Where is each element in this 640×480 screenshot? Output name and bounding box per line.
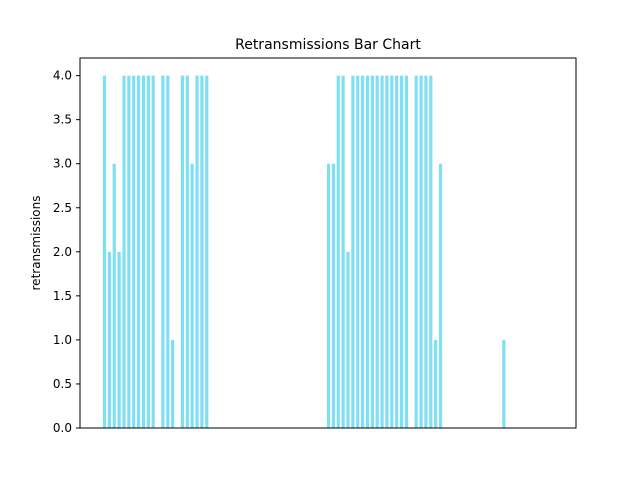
- bar: [385, 75, 389, 429]
- bar: [390, 75, 394, 429]
- bar: [166, 75, 170, 429]
- bar: [336, 75, 340, 429]
- bar: [195, 75, 199, 429]
- bar: [102, 75, 107, 429]
- y-tick-label: 3.5: [53, 113, 72, 127]
- bar: [434, 339, 438, 428]
- bar: [375, 75, 379, 429]
- bar: [190, 163, 194, 428]
- bar: [404, 75, 409, 429]
- bar: [107, 251, 111, 428]
- bar: [151, 75, 155, 429]
- bar: [112, 163, 116, 428]
- bar: [429, 75, 433, 429]
- bar: [370, 75, 374, 429]
- y-tick-label: 2.0: [53, 245, 72, 259]
- bar: [419, 75, 423, 429]
- bar: [395, 75, 399, 429]
- bar: [185, 75, 189, 429]
- bar: [351, 75, 355, 429]
- bar: [361, 75, 365, 429]
- bar: [136, 75, 141, 429]
- y-tick-label: 2.5: [53, 201, 72, 215]
- bar: [117, 251, 121, 428]
- y-tick-label: 0.5: [53, 377, 72, 391]
- bar: [141, 75, 146, 429]
- y-tick-label: 3.0: [53, 157, 72, 171]
- plot-frame: [79, 57, 577, 429]
- y-axis-label: retransmissions: [29, 196, 43, 291]
- bar: [331, 163, 335, 428]
- bar: [399, 75, 404, 429]
- bar: [200, 75, 204, 429]
- bar: [356, 75, 360, 429]
- bar: [132, 75, 136, 429]
- y-tick-label: 4.0: [53, 69, 72, 83]
- bar: [438, 163, 443, 428]
- bar: [161, 75, 165, 429]
- bar: [424, 75, 428, 429]
- bar: [380, 75, 384, 429]
- bar: [414, 75, 418, 429]
- bar: [127, 75, 131, 429]
- bar: [146, 75, 150, 429]
- y-tick-label: 1.0: [53, 333, 72, 347]
- y-axis-ticks: 0.0 0.5 1.0 1.5 2.0 2.5 3.0 3.5 4.0: [53, 69, 80, 435]
- bars-group: [102, 75, 506, 429]
- bar: [341, 75, 345, 429]
- bar: [502, 339, 506, 428]
- y-tick-label: 1.5: [53, 289, 72, 303]
- y-tick-label: 0.0: [53, 421, 72, 435]
- bar: [365, 75, 370, 429]
- bar: [205, 75, 209, 429]
- bar: [346, 251, 350, 428]
- bar: [326, 163, 331, 428]
- bar: [180, 75, 185, 429]
- chart-title: Retransmissions Bar Chart: [235, 37, 421, 53]
- bar: [122, 75, 126, 429]
- bar: [171, 339, 175, 428]
